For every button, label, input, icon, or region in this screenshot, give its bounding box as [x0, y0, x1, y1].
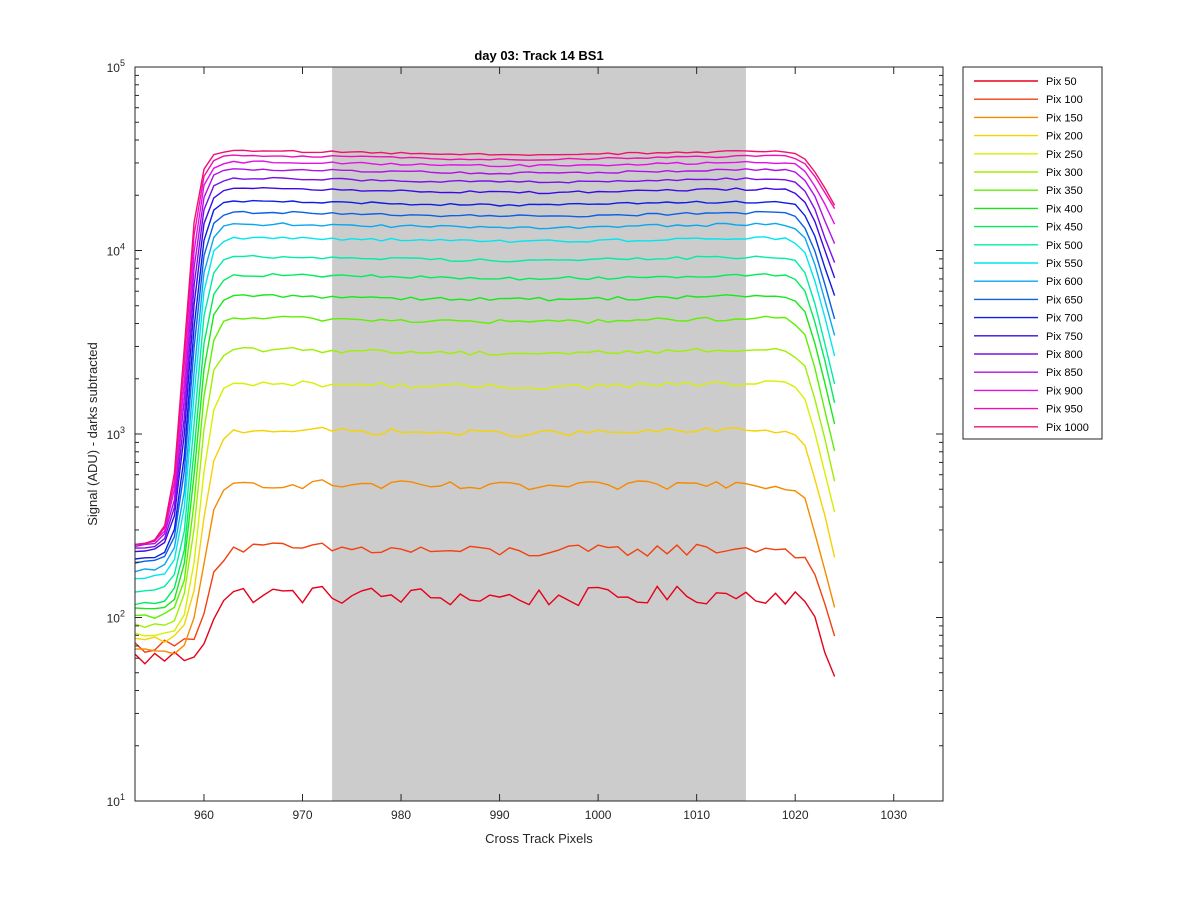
legend-label: Pix 800 [1046, 349, 1083, 361]
y-tick-label: 101 [107, 792, 125, 809]
legend-label: Pix 200 [1046, 131, 1083, 143]
series-line-pix-100 [134, 542, 836, 653]
series-line-pix-50 [134, 585, 836, 677]
legend-label: Pix 700 [1046, 313, 1083, 325]
legend-label: Pix 300 [1046, 167, 1083, 179]
series-line-pix-300 [134, 346, 836, 629]
legend-label: Pix 950 [1046, 404, 1083, 416]
series-line-pix-500 [134, 254, 836, 593]
series-line-pix-650 [134, 210, 836, 564]
series-line-pix-800 [134, 176, 836, 549]
legend-label: Pix 500 [1046, 240, 1083, 252]
legend-label: Pix 50 [1046, 76, 1077, 88]
legend-items: Pix 50 Pix 100 Pix 150 Pix 200 Pix 250 Pix 30… [974, 76, 1089, 434]
plot-area: 960 970 980 990 1000 1010 1020 1030 101 102 103 104… [107, 58, 944, 822]
legend-label: Pix 550 [1046, 258, 1083, 270]
x-tick-label: 980 [391, 808, 411, 822]
series-line-pix-350 [134, 315, 836, 619]
legend-label: Pix 1000 [1046, 422, 1089, 434]
y-tick-label: 105 [107, 58, 125, 75]
legend-label: Pix 900 [1046, 385, 1083, 397]
series-line-pix-550 [134, 236, 836, 580]
x-tick-label: 1010 [683, 808, 710, 822]
ticks-layer: 960 970 980 990 1000 1010 1020 1030 101 102 103 104… [107, 58, 943, 822]
legend-label: Pix 600 [1046, 276, 1083, 288]
legend-label: Pix 450 [1046, 222, 1083, 234]
x-tick-label: 960 [194, 808, 214, 822]
series-line-pix-950 [134, 154, 836, 546]
x-tick-label: 970 [292, 808, 312, 822]
series-line-pix-200 [134, 426, 836, 644]
series-line-pix-450 [134, 272, 836, 606]
x-axis-label: Cross Track Pixels [485, 831, 593, 846]
shaded-region [332, 67, 746, 801]
y-tick-label: 102 [107, 609, 125, 626]
legend-label: Pix 650 [1046, 294, 1083, 306]
x-tick-label: 1000 [585, 808, 612, 822]
legend: Pix 50 Pix 100 Pix 150 Pix 200 Pix 250 Pix 30… [962, 66, 1103, 440]
legend-label: Pix 250 [1046, 149, 1083, 161]
series-line-pix-400 [134, 293, 836, 610]
y-tick-label: 103 [107, 425, 125, 442]
series-line-pix-700 [134, 199, 836, 560]
y-tick-label: 104 [107, 242, 125, 259]
series-line-pix-250 [134, 380, 836, 637]
series-line-pix-150 [134, 479, 836, 655]
x-tick-label: 1020 [782, 808, 809, 822]
legend-label: Pix 100 [1046, 94, 1083, 106]
series-layer [134, 149, 836, 677]
x-tick-label: 990 [490, 808, 510, 822]
legend-label: Pix 350 [1046, 185, 1083, 197]
series-line-pix-1000 [134, 149, 836, 546]
legend-label: Pix 400 [1046, 203, 1083, 215]
legend-label: Pix 850 [1046, 367, 1083, 379]
legend-box [962, 66, 1103, 440]
legend-label: Pix 150 [1046, 112, 1083, 124]
chart-title: day 03: Track 14 BS1 [474, 48, 603, 63]
series-line-pix-850 [134, 168, 836, 548]
legend-label: Pix 750 [1046, 331, 1083, 343]
series-line-pix-750 [134, 186, 836, 553]
x-tick-label: 1030 [880, 808, 907, 822]
series-line-pix-600 [134, 222, 836, 573]
series-line-pix-900 [134, 160, 836, 546]
y-axis-label: Signal (ADU) - darks subtracted [85, 342, 100, 526]
